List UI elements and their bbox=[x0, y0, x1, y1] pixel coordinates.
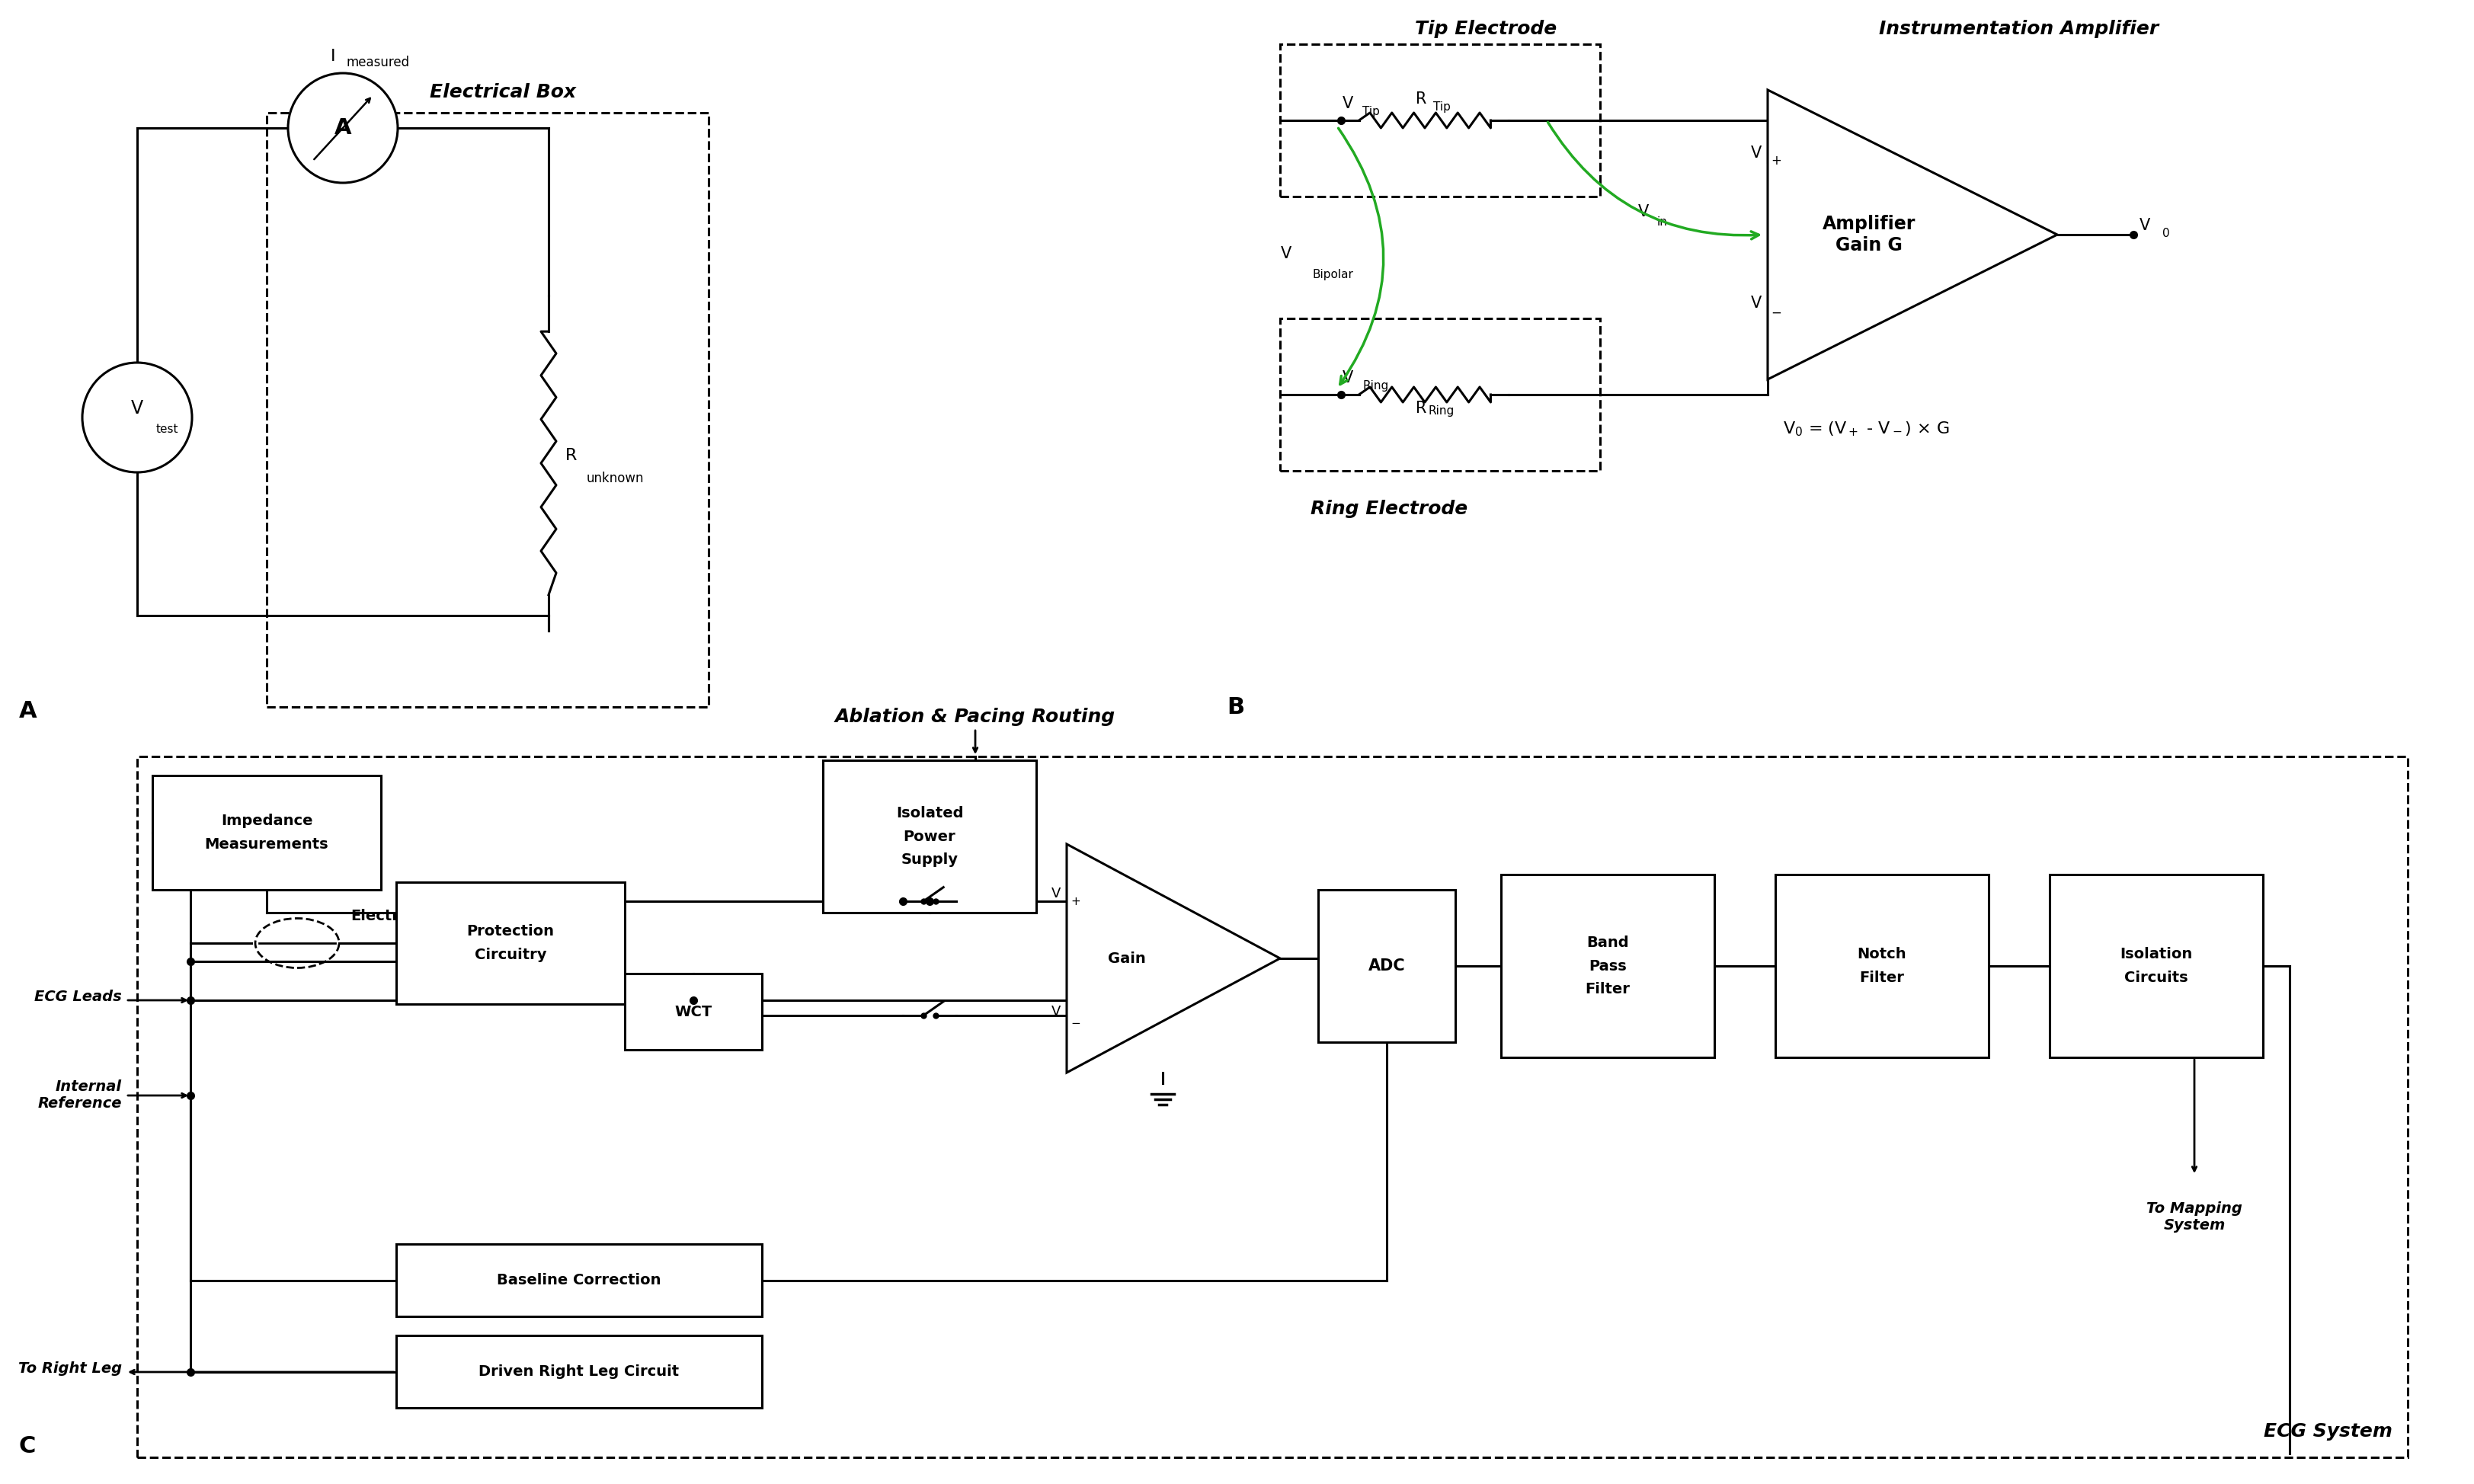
FancyArrowPatch shape bbox=[1338, 128, 1383, 384]
Text: Pass: Pass bbox=[1588, 959, 1625, 974]
Text: Filter: Filter bbox=[1860, 971, 1905, 985]
Text: V: V bbox=[2140, 218, 2150, 233]
Text: ECG System: ECG System bbox=[2264, 1422, 2392, 1441]
Text: V: V bbox=[1051, 887, 1061, 901]
Text: unknown: unknown bbox=[586, 472, 643, 485]
Text: Ring: Ring bbox=[1363, 380, 1388, 392]
Text: V: V bbox=[1752, 145, 1761, 160]
Text: Isolation: Isolation bbox=[2120, 947, 2192, 962]
Text: Baseline Correction: Baseline Correction bbox=[497, 1273, 661, 1288]
Text: Circuitry: Circuitry bbox=[475, 948, 547, 962]
Text: To Right Leg: To Right Leg bbox=[17, 1361, 121, 1376]
Text: −: − bbox=[1071, 1018, 1081, 1028]
Text: Electrode: Electrode bbox=[351, 910, 430, 923]
Text: Circuits: Circuits bbox=[2125, 971, 2187, 985]
Text: Ring: Ring bbox=[1427, 405, 1455, 417]
Bar bbox=[1319, 890, 1455, 1042]
Text: Amplifier
Gain G: Amplifier Gain G bbox=[1823, 215, 1915, 254]
Circle shape bbox=[287, 73, 398, 183]
Text: V: V bbox=[1343, 96, 1353, 111]
Text: measured: measured bbox=[346, 55, 411, 70]
Text: To Mapping
System: To Mapping System bbox=[2147, 1202, 2241, 1233]
Text: V: V bbox=[1638, 205, 1650, 220]
Text: Isolated: Isolated bbox=[896, 806, 962, 821]
Text: +: + bbox=[1071, 895, 1081, 907]
Text: Notch: Notch bbox=[1858, 947, 1907, 962]
Bar bbox=[626, 974, 762, 1049]
Text: Electrical Box: Electrical Box bbox=[430, 83, 576, 101]
Text: Impedance: Impedance bbox=[220, 813, 312, 828]
Text: Ring Electrode: Ring Electrode bbox=[1311, 500, 1467, 518]
Text: Tip: Tip bbox=[1432, 101, 1450, 113]
Text: Protection: Protection bbox=[468, 925, 554, 938]
Text: +: + bbox=[1771, 154, 1781, 168]
Bar bbox=[1776, 874, 1989, 1058]
Polygon shape bbox=[1066, 844, 1279, 1073]
Text: Measurements: Measurements bbox=[205, 837, 329, 852]
Text: Band: Band bbox=[1586, 935, 1628, 950]
Polygon shape bbox=[1769, 91, 2058, 380]
Text: Power: Power bbox=[903, 830, 955, 844]
Bar bbox=[267, 113, 708, 706]
Text: Gain: Gain bbox=[1108, 951, 1145, 966]
Bar bbox=[824, 760, 1037, 913]
Text: Internal
Reference: Internal Reference bbox=[37, 1080, 121, 1112]
Bar bbox=[1279, 319, 1601, 470]
Text: in: in bbox=[1658, 217, 1667, 227]
Text: Tip: Tip bbox=[1363, 105, 1380, 117]
Bar bbox=[396, 1244, 762, 1316]
Bar bbox=[2048, 874, 2264, 1058]
Text: V: V bbox=[1282, 246, 1291, 261]
Text: Supply: Supply bbox=[901, 853, 957, 867]
Text: V: V bbox=[1051, 1005, 1061, 1018]
Text: V: V bbox=[131, 399, 143, 417]
Text: A: A bbox=[334, 117, 351, 138]
Text: Driven Right Leg Circuit: Driven Right Leg Circuit bbox=[480, 1364, 680, 1379]
Bar bbox=[1502, 874, 1714, 1058]
Circle shape bbox=[82, 362, 193, 472]
Text: B: B bbox=[1227, 696, 1244, 718]
Text: R: R bbox=[567, 448, 576, 463]
Text: Bipolar: Bipolar bbox=[1311, 269, 1353, 280]
Text: 0: 0 bbox=[2162, 227, 2170, 239]
Text: ECG Leads: ECG Leads bbox=[35, 990, 121, 1003]
Text: R: R bbox=[1415, 401, 1427, 416]
FancyArrowPatch shape bbox=[1549, 122, 1759, 239]
Text: test: test bbox=[156, 423, 178, 435]
Text: I: I bbox=[332, 49, 336, 64]
Text: C: C bbox=[20, 1435, 37, 1457]
Text: V: V bbox=[1343, 370, 1353, 386]
Text: ADC: ADC bbox=[1368, 959, 1405, 974]
Text: Filter: Filter bbox=[1586, 982, 1630, 997]
Text: V: V bbox=[1752, 295, 1761, 310]
Text: Ablation & Pacing Routing: Ablation & Pacing Routing bbox=[836, 708, 1116, 726]
Bar bbox=[396, 1336, 762, 1408]
Bar bbox=[153, 776, 381, 890]
Bar bbox=[1279, 45, 1601, 196]
Text: Instrumentation Amplifier: Instrumentation Amplifier bbox=[1880, 19, 2160, 39]
Text: Tip Electrode: Tip Electrode bbox=[1415, 19, 1556, 39]
Text: V$_0$ = (V$_+$ - V$_-$) × G: V$_0$ = (V$_+$ - V$_-$) × G bbox=[1784, 420, 1950, 438]
Bar bbox=[396, 881, 626, 1005]
Text: WCT: WCT bbox=[675, 1005, 713, 1020]
Bar bbox=[136, 757, 2407, 1457]
Text: R: R bbox=[1415, 92, 1427, 107]
Text: −: − bbox=[1771, 306, 1781, 321]
Text: A: A bbox=[20, 700, 37, 723]
